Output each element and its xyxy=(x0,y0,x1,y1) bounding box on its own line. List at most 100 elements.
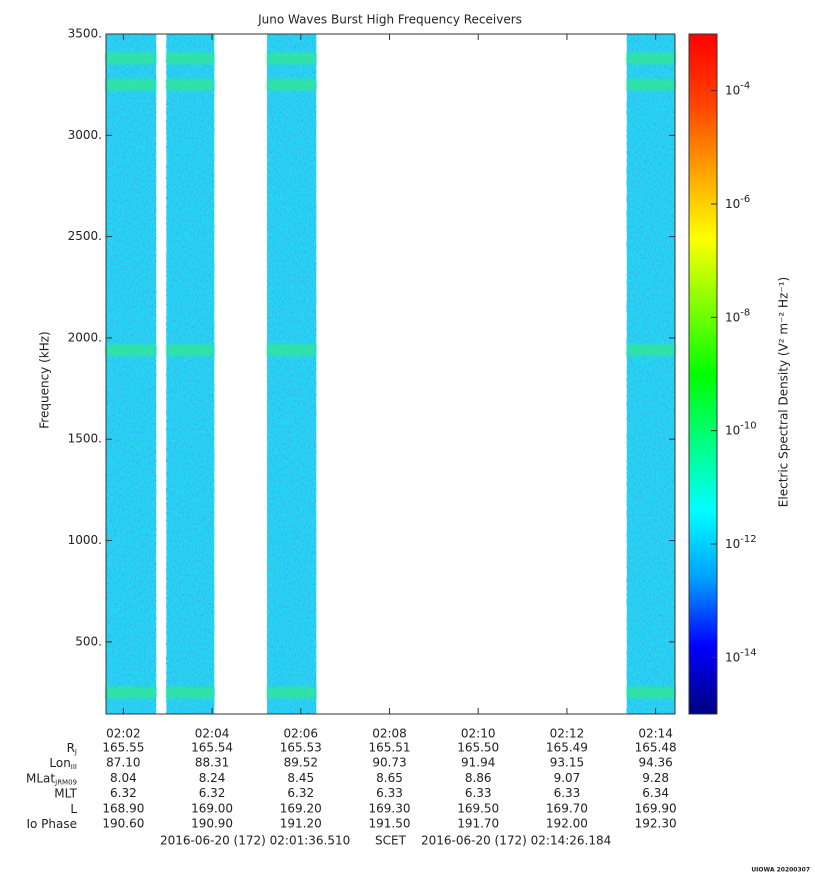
colorbar-tick-exp: -10 xyxy=(740,421,756,432)
ephemeris-value: 8.04 xyxy=(110,771,137,785)
emission-band xyxy=(106,344,157,357)
emission-band xyxy=(626,686,675,699)
ephemeris-label-text: MLat xyxy=(26,771,55,785)
colorbar-tick-exp: -4 xyxy=(740,81,750,92)
stamp: UIOWA 20200307 xyxy=(751,867,810,874)
ephemeris-label-sub: III xyxy=(71,763,77,771)
ephemeris-value: 190.60 xyxy=(102,817,144,831)
ephemeris-value: 87.10 xyxy=(106,756,140,770)
colorbar-tick-label: 10-4 xyxy=(725,81,750,98)
colorbar-tick-exp: -12 xyxy=(740,534,756,545)
burst-noise xyxy=(106,34,157,714)
ephemeris-value: 165.49 xyxy=(546,741,588,755)
x-tick-label: 02:10 xyxy=(461,727,496,741)
colorbar-tick-exp: -6 xyxy=(740,194,750,205)
footer-start: 2016-06-20 (172) 02:01:36.510 xyxy=(160,834,350,848)
emission-band xyxy=(267,344,317,357)
x-tick-label: 02:14 xyxy=(638,727,673,741)
burst xyxy=(166,34,215,714)
y-tick-label: 3000. xyxy=(68,128,102,142)
emission-band xyxy=(166,686,215,699)
colorbar-tick-label: 10-12 xyxy=(725,534,757,551)
ephemeris-label-text: MLT xyxy=(54,786,77,800)
ephemeris-value: 90.73 xyxy=(372,756,406,770)
colorbar-tick-base: 10 xyxy=(725,197,740,211)
emission-band xyxy=(166,344,215,357)
ephemeris-value: 6.32 xyxy=(110,786,137,800)
burst xyxy=(267,34,317,714)
emission-band xyxy=(166,52,215,65)
burst xyxy=(626,34,675,714)
colorbar-tick-exp: -14 xyxy=(740,647,756,658)
ephemeris-value: 165.51 xyxy=(369,741,411,755)
emission-band xyxy=(626,78,675,91)
ephemeris-label-text: L xyxy=(70,801,77,815)
ephemeris-value: 165.54 xyxy=(191,741,233,755)
footer-frame: SCET xyxy=(375,834,407,848)
emission-band xyxy=(106,52,157,65)
ephemeris-value: 169.50 xyxy=(457,801,499,815)
ephemeris-value: 190.90 xyxy=(191,817,233,831)
burst-noise xyxy=(626,34,675,714)
ephemeris-value: 192.30 xyxy=(635,817,677,831)
colorbar-tick-base: 10 xyxy=(725,423,740,437)
colorbar-tick-base: 10 xyxy=(725,650,740,664)
emission-band xyxy=(106,686,157,699)
y-tick-label: 2000. xyxy=(68,330,102,344)
emission-band xyxy=(267,78,317,91)
ephemeris-value: 94.36 xyxy=(638,756,672,770)
x-tick-label: 02:02 xyxy=(106,727,141,741)
ephemeris-value: 191.70 xyxy=(457,817,499,831)
y-tick-label: 1000. xyxy=(68,533,102,547)
burst xyxy=(106,34,157,714)
ephemeris-value: 88.31 xyxy=(195,756,229,770)
ephemeris-value: 191.20 xyxy=(280,817,322,831)
ephemeris-value: 192.00 xyxy=(546,817,588,831)
emission-band xyxy=(626,52,675,65)
ephemeris-value: 9.07 xyxy=(554,771,581,785)
ephemeris-value: 6.32 xyxy=(199,786,226,800)
ephemeris-value: 8.45 xyxy=(287,771,314,785)
y-tick-label: 500. xyxy=(75,634,102,648)
x-tick-label: 02:12 xyxy=(550,727,585,741)
ephemeris-value: 168.90 xyxy=(102,801,144,815)
x-tick-label: 02:04 xyxy=(195,727,230,741)
ephemeris-label: Io Phase xyxy=(26,817,77,831)
ephemeris-value: 165.53 xyxy=(280,741,322,755)
emission-band xyxy=(106,78,157,91)
ephemeris-value: 89.52 xyxy=(284,756,318,770)
burst-noise xyxy=(166,34,215,714)
ephemeris-value: 8.65 xyxy=(376,771,403,785)
ephemeris-value: 169.70 xyxy=(546,801,588,815)
ephemeris-label: MLatJRM09 xyxy=(26,771,77,787)
x-tick-label: 02:08 xyxy=(372,727,407,741)
ephemeris-label-text: Io Phase xyxy=(26,817,77,831)
ephemeris-value: 9.28 xyxy=(642,771,669,785)
ephemeris-label-text: R xyxy=(67,741,75,755)
colorbar-tick-label: 10-10 xyxy=(725,421,757,438)
ephemeris-value: 169.20 xyxy=(280,801,322,815)
ephemeris-value: 191.50 xyxy=(369,817,411,831)
ephemeris-value: 8.24 xyxy=(199,771,226,785)
colorbar-label: Electric Spectral Density (V² m⁻² Hz⁻¹) xyxy=(777,277,791,507)
colorbar-tick-label: 10-8 xyxy=(725,307,750,324)
ephemeris-label-sub: JRM09 xyxy=(54,778,77,786)
ephemeris-value: 6.33 xyxy=(465,786,492,800)
ephemeris-label: LonIII xyxy=(49,756,77,772)
x-tick-label: 02:06 xyxy=(283,727,318,741)
ephemeris-label-text: Lon xyxy=(49,756,70,770)
ephemeris-value: 6.33 xyxy=(376,786,403,800)
plot-frame xyxy=(105,33,676,715)
burst-noise xyxy=(267,34,317,714)
ephemeris-label: L xyxy=(70,801,77,815)
emission-band xyxy=(267,686,317,699)
y-tick-label: 3500. xyxy=(68,27,102,41)
ephemeris-value: 91.94 xyxy=(461,756,495,770)
emission-band xyxy=(267,52,317,65)
ephemeris-value: 6.34 xyxy=(642,786,669,800)
ephemeris-value: 93.15 xyxy=(550,756,584,770)
ephemeris-label: MLT xyxy=(54,786,77,800)
ephemeris-label-sub: J xyxy=(74,748,77,756)
footer-end: 2016-06-20 (172) 02:14:26.184 xyxy=(421,834,611,848)
